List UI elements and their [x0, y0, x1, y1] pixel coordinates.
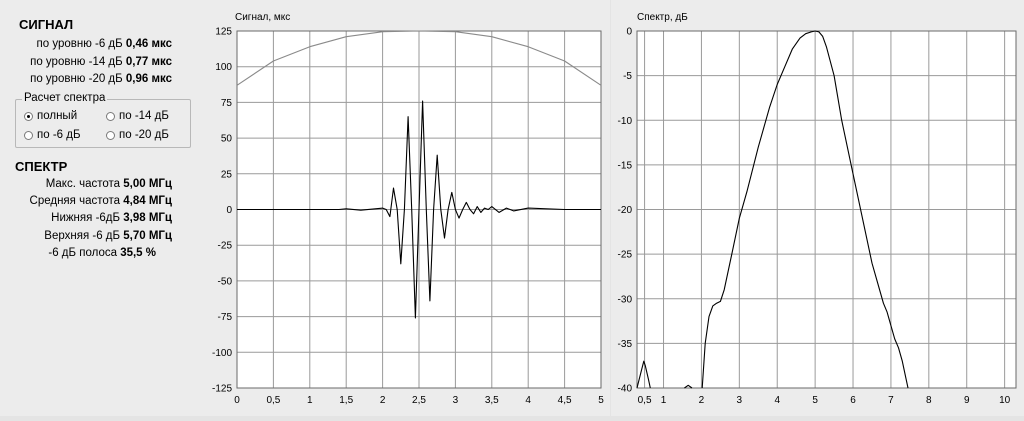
- spectrum-calc-title: Расчет спектра: [22, 92, 108, 104]
- y-tick-label: -5: [623, 71, 632, 82]
- y-tick-label: -35: [618, 339, 633, 350]
- plot-border: [636, 30, 1017, 389]
- x-tick-label: 1: [307, 395, 313, 406]
- spectrum-row-value: 5,00 МГц: [123, 178, 172, 190]
- signal-row-6db: по уровню -6 дБ 0,46 мкс: [37, 38, 173, 50]
- x-tick-label: 3,5: [485, 395, 499, 406]
- y-tick-label: 50: [221, 134, 233, 145]
- signal-row-value: 0,46 мкс: [125, 38, 172, 50]
- spectrum-row-label: Нижняя -6дБ: [51, 212, 121, 224]
- y-tick-label: -125: [212, 384, 232, 395]
- signal-row-20db: по уровню -20 дБ 0,96 мкс: [30, 73, 172, 85]
- spectrum-section-title: СПЕКТР: [15, 159, 68, 174]
- y-tick-label: -75: [218, 312, 233, 323]
- spectrum-row-label: Верхняя -6 дБ: [44, 230, 121, 242]
- spectrum-chart: 0,5 1 2 3 4 5 6 7 8 9 10 0 -5 -10 -15 -20 -25 -30 -35 -40 Сп…: [618, 12, 1017, 406]
- spectrum-row-value: 3,98 МГц: [123, 212, 172, 224]
- window-series-line: [236, 30, 602, 86]
- spectrum-chart-panel: 0,5 1 2 3 4 5 6 7 8 9 10 0 -5 -10 -15 -20 -25 -30 -35 -40 Сп…: [611, 0, 1024, 416]
- radio-full[interactable]: полный: [24, 110, 77, 122]
- x-tick-label: 9: [964, 395, 970, 406]
- x-tick-label: 2,5: [412, 395, 426, 406]
- radio-unchecked-icon[interactable]: [106, 111, 115, 121]
- radio-label: по -14 дБ: [119, 110, 169, 122]
- x-tick-label: 10: [999, 395, 1011, 406]
- radio-label: по -6 дБ: [37, 129, 81, 141]
- spectrum-row-max-freq: Макс. частота 5,00 МГц: [46, 178, 172, 190]
- y-tick-label: 0: [626, 27, 632, 38]
- y-tick-label: 100: [215, 62, 232, 73]
- y-tick-label: -20: [618, 205, 633, 216]
- signal-chart: 0 0,5 1 1,5 2 2,5 3 3,5 4 4,5 5 125 100 75 50 25 0 -25 -50…: [212, 12, 604, 406]
- radio-unchecked-icon[interactable]: [24, 130, 33, 140]
- radio-label: по -20 дБ: [119, 129, 169, 141]
- spectrum-row-value: 5,70 МГц: [123, 230, 172, 242]
- spectrum-row-label: Макс. частота: [45, 178, 121, 190]
- x-tick-label: 8: [926, 395, 932, 406]
- spectrum-series-line: [701, 30, 909, 389]
- chart-title: Спектр, дБ: [637, 12, 688, 23]
- y-tick-label: -10: [618, 116, 633, 127]
- y-tick-label: -100: [212, 348, 232, 359]
- x-tick-label: 1,5: [339, 395, 353, 406]
- y-tick-label: 75: [221, 98, 233, 109]
- y-tick-label: 125: [215, 27, 232, 38]
- spectrum-row-band: -6 дБ полоса 35,5 %: [48, 247, 156, 259]
- y-tick-label: -30: [618, 294, 633, 305]
- y-tick-label: -25: [218, 241, 233, 252]
- y-tick-label: -15: [618, 160, 633, 171]
- left-info-panel: СИГНАЛ по уровню -6 дБ 0,46 мкс по уровн…: [0, 0, 205, 416]
- x-tick-label: 0,5: [266, 395, 280, 406]
- spectrum-row-lower: Нижняя -6дБ 3,98 МГц: [51, 212, 172, 224]
- x-tick-label: 5: [598, 395, 604, 406]
- spectrum-row-upper: Верхняя -6 дБ 5,70 МГц: [44, 230, 172, 242]
- x-tick-label: 3: [737, 395, 743, 406]
- signal-chart-panel: 0 0,5 1 1,5 2 2,5 3 3,5 4 4,5 5 125 100 75 50 25 0 -25 -50…: [205, 0, 610, 416]
- x-tick-label: 4: [774, 395, 780, 406]
- signal-row-label: по уровню -6 дБ: [36, 38, 123, 50]
- spectrum-row-mean-freq: Средняя частота 4,84 МГц: [30, 195, 172, 207]
- radio-unchecked-icon[interactable]: [106, 130, 115, 140]
- signal-section-title: СИГНАЛ: [19, 17, 74, 32]
- x-tick-label: 5: [812, 395, 818, 406]
- signal-row-value: 0,96 мкс: [125, 73, 172, 85]
- x-tick-label: 3: [453, 395, 459, 406]
- y-tick-label: 25: [221, 169, 233, 180]
- radio-label: полный: [37, 110, 78, 122]
- x-tick-label: 2: [380, 395, 386, 406]
- x-tick-label: 4: [525, 395, 531, 406]
- radio-14db[interactable]: по -14 дБ: [106, 110, 169, 122]
- spectrum-series-line: [636, 360, 651, 389]
- radio-checked-icon[interactable]: [24, 111, 33, 121]
- y-tick-label: 0: [226, 205, 232, 216]
- x-tick-label: 0,5: [638, 395, 652, 406]
- x-tick-label: 4,5: [558, 395, 572, 406]
- spectrum-series-line: [684, 384, 693, 389]
- x-tick-label: 0: [234, 395, 240, 406]
- spectrum-row-label: Средняя частота: [29, 195, 121, 207]
- signal-row-value: 0,77 мкс: [125, 56, 172, 68]
- signal-row-label: по уровню -20 дБ: [30, 73, 123, 85]
- spectrum-row-value: 4,84 МГц: [123, 195, 172, 207]
- x-tick-label: 2: [699, 395, 705, 406]
- radio-20db[interactable]: по -20 дБ: [106, 129, 169, 141]
- y-tick-label: -40: [618, 384, 633, 395]
- signal-series-line: [237, 100, 601, 319]
- spectrum-row-label: -6 дБ полоса: [48, 247, 117, 259]
- y-tick-label: -25: [618, 250, 633, 261]
- signal-row-14db: по уровню -14 дБ 0,77 мкс: [30, 56, 172, 68]
- x-tick-label: 6: [850, 395, 856, 406]
- chart-title: Сигнал, мкс: [235, 12, 290, 23]
- y-tick-label: -50: [218, 276, 233, 287]
- x-tick-label: 1: [661, 395, 667, 406]
- signal-row-label: по уровню -14 дБ: [30, 56, 123, 68]
- x-tick-label: 7: [888, 395, 894, 406]
- radio-6db[interactable]: по -6 дБ: [24, 129, 81, 141]
- spectrum-row-value: 35,5 %: [120, 247, 156, 259]
